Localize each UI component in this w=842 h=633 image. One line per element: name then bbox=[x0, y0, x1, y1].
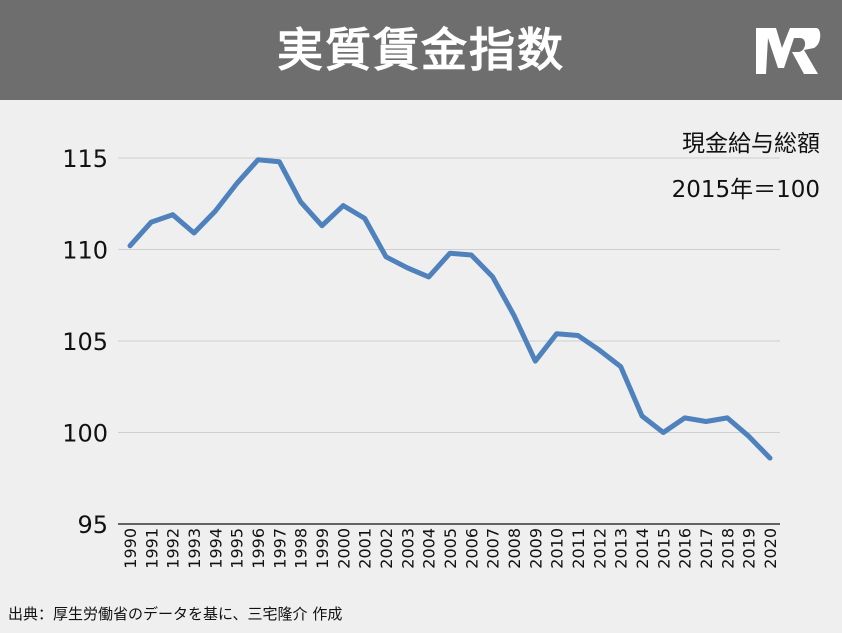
x-tick-label: 2016 bbox=[676, 528, 695, 569]
y-tick-label: 115 bbox=[62, 145, 108, 173]
x-tick-label: 2008 bbox=[505, 528, 524, 569]
x-tick-label: 2010 bbox=[548, 528, 567, 569]
x-tick-label: 2007 bbox=[484, 528, 503, 569]
x-tick-label: 2017 bbox=[697, 528, 716, 569]
chart-title: 実質賃金指数 bbox=[277, 23, 565, 77]
y-tick-label: 100 bbox=[62, 420, 108, 448]
x-tick-label: 1994 bbox=[206, 528, 225, 569]
x-tick-label: 1998 bbox=[292, 528, 311, 569]
x-tick-label: 1993 bbox=[185, 528, 204, 569]
x-tick-label: 1992 bbox=[164, 528, 183, 569]
series-line bbox=[127, 157, 773, 461]
x-tick-label: 2015 bbox=[654, 528, 673, 569]
mr-logo-icon bbox=[756, 28, 821, 74]
x-tick-label: 1996 bbox=[249, 528, 268, 569]
x-tick-label: 2019 bbox=[740, 528, 759, 569]
note-base-year: 2015年＝100 bbox=[671, 177, 820, 203]
x-tick-label: 1990 bbox=[121, 528, 140, 569]
x-tick-label: 2012 bbox=[590, 528, 609, 569]
x-tick-label: 2001 bbox=[356, 528, 375, 569]
x-tick-label: 2018 bbox=[718, 528, 737, 569]
x-axis-ticks: 1990 1991 1992 1993 1994 1995 1996 1997 1998 1999… bbox=[121, 528, 780, 569]
title-bar bbox=[0, 0, 842, 100]
y-tick-label: 95 bbox=[77, 511, 108, 539]
y-tick-label: 110 bbox=[62, 237, 108, 265]
x-tick-label: 2011 bbox=[569, 528, 588, 569]
x-tick-label: 1995 bbox=[228, 528, 247, 569]
x-tick-label: 2009 bbox=[526, 528, 545, 569]
grid bbox=[118, 157, 780, 525]
x-tick-label: 2000 bbox=[334, 528, 353, 569]
x-tick-label: 2006 bbox=[462, 528, 481, 569]
x-tick-label: 1991 bbox=[142, 528, 161, 569]
source-note: 出典：厚生労働省のデータを基に、三宅隆介 作成 bbox=[8, 605, 343, 623]
x-tick-label: 2005 bbox=[441, 528, 460, 569]
x-tick-label: 2003 bbox=[398, 528, 417, 569]
x-tick-label: 1999 bbox=[313, 528, 332, 569]
x-tick-label: 2014 bbox=[633, 528, 652, 569]
x-tick-label: 2004 bbox=[420, 528, 439, 569]
x-tick-label: 2002 bbox=[377, 528, 396, 569]
y-tick-label: 105 bbox=[62, 328, 108, 356]
y-axis-ticks: 95 100 105 110 115 bbox=[62, 145, 108, 539]
x-tick-label: 1997 bbox=[270, 528, 289, 569]
x-tick-label: 2013 bbox=[612, 528, 631, 569]
note-measure: 現金給与総額 bbox=[682, 131, 820, 157]
x-tick-label: 2020 bbox=[761, 528, 780, 569]
